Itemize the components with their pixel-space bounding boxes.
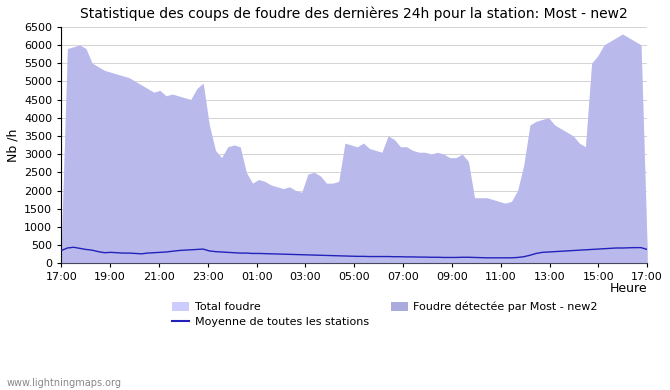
Legend: Total foudre, Moyenne de toutes les stations, Foudre détectée par Most - new2: Total foudre, Moyenne de toutes les stat… (172, 302, 598, 327)
Y-axis label: Nb /h: Nb /h (7, 128, 20, 162)
Text: www.lightningmaps.org: www.lightningmaps.org (7, 378, 122, 388)
Text: Heure: Heure (610, 282, 647, 295)
Title: Statistique des coups de foudre des dernières 24h pour la station: Most - new2: Statistique des coups de foudre des dern… (80, 7, 628, 21)
